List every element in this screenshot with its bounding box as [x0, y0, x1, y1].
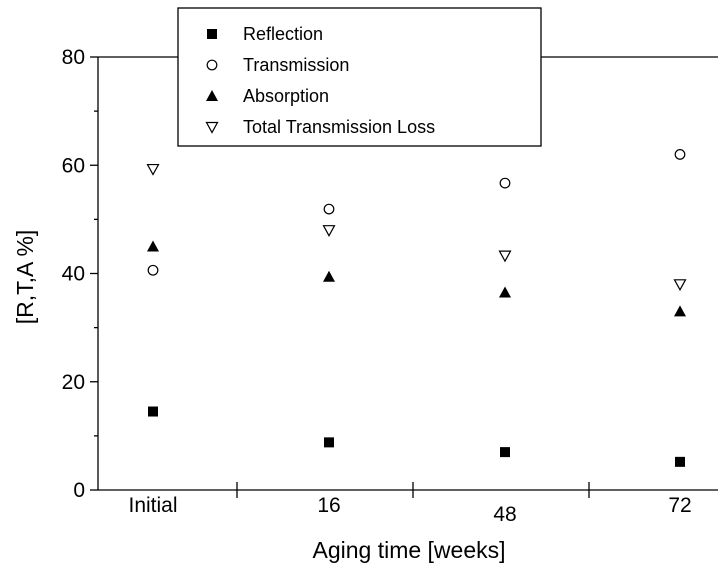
total-transmission-loss-point: [498, 250, 512, 263]
x-axis-title: Aging time [weeks]: [312, 537, 505, 563]
legend-marker-transmission: [206, 59, 218, 71]
x-tick-label: 16: [317, 494, 340, 517]
x-tick-label: 48: [493, 503, 516, 526]
legend-marker-total-transmission-loss: [205, 121, 219, 134]
reflection-point: [148, 406, 158, 417]
absorption-point: [147, 240, 159, 252]
legend-marker-reflection: [207, 29, 217, 39]
transmission-point: [499, 177, 511, 189]
legend-label: Reflection: [243, 24, 323, 44]
total-transmission-loss-point: [322, 225, 336, 237]
transmission-point: [323, 203, 335, 215]
y-axis-title: [R,T,A %]: [12, 230, 38, 325]
absorption-point: [674, 305, 686, 317]
x-tick-label: 72: [668, 494, 691, 517]
absorption-point: [499, 286, 511, 298]
absorption-point: [323, 270, 335, 282]
legend: Reflection Transmission Absorption Total Tr…: [177, 7, 542, 147]
transmission-point: [147, 264, 159, 276]
x-tick-label: Initial: [128, 494, 177, 517]
transmission-point: [674, 149, 686, 160]
reflection-point: [675, 456, 685, 467]
y-tick-label: 80: [62, 46, 85, 69]
y-tick-label: 20: [62, 371, 85, 394]
legend-label: Absorption: [243, 86, 329, 106]
y-tick-label: 0: [73, 479, 85, 502]
legend-label: Total Transmission Loss: [243, 117, 435, 137]
y-tick-label: 40: [62, 263, 85, 286]
y-tick-label: 60: [62, 154, 85, 177]
reflection-point: [500, 447, 510, 458]
total-transmission-loss-point: [146, 163, 160, 176]
reflection-point: [324, 437, 334, 448]
legend-marker-absorption: [206, 90, 218, 101]
data-marks: [146, 149, 687, 467]
legend-label: Transmission: [243, 55, 349, 75]
total-transmission-loss-point: [673, 279, 687, 292]
legend-box: [177, 7, 542, 147]
